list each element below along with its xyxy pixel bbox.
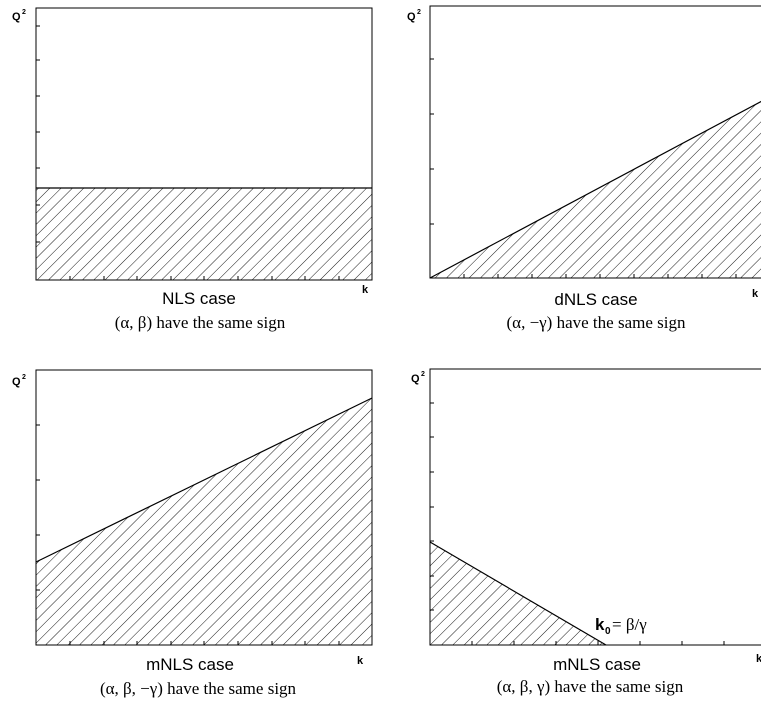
case-title: mNLS case [146,655,234,674]
k0-symbol: k [595,615,605,634]
y-axis-label: Q [12,376,21,388]
y-axis-label: Q [12,11,21,23]
shaded-region [36,398,372,645]
boundary-line [429,100,761,279]
boundary-line [429,541,607,646]
x-axis-ticks [471,641,725,645]
x-axis-ticks [69,276,340,280]
x-axis-ticks [69,641,340,645]
plot-frame [429,5,761,279]
sign-caption: (α, β) have the same sign [115,313,286,332]
y-axis-superscript: 2 [22,9,26,16]
sign-caption: (α, β, γ) have the same sign [497,677,684,696]
y-axis-ticks [36,25,40,243]
case-title: dNLS case [554,290,637,309]
panel-nls: Q 2 k NLS case (α, β) have the same sign [12,7,373,332]
x-axis-label: k [752,288,759,300]
x-axis-label: k [362,284,369,296]
panel-dnls: Q 2 k dNLS case (α, −γ) have the same si… [407,5,761,332]
y-axis-ticks [36,424,40,591]
y-axis-superscript: 2 [421,371,425,378]
boundary-line [35,397,373,563]
k0-expression: = β/γ [612,615,647,634]
y-axis-ticks [430,58,434,225]
y-axis-ticks [430,402,434,611]
case-title: mNLS case [553,655,641,674]
x-axis-label: k [756,653,761,665]
x-axis-ticks [463,274,737,278]
case-title: NLS case [162,289,236,308]
y-axis-superscript: 2 [417,9,421,16]
shaded-region [36,188,372,280]
x-axis-label: k [357,655,364,667]
panel-mnls-b: Q 2 k k 0 = β/γ mNLS case (α, β, γ) have… [411,368,761,696]
y-axis-label: Q [407,11,416,23]
y-axis-label: Q [411,373,420,385]
k0-subscript: 0 [605,626,611,637]
k0-annotation: k 0 = β/γ [595,615,647,637]
sign-caption: (α, β, −γ) have the same sign [100,679,297,698]
panel-mnls-a: Q 2 k mNLS case (α, β, −γ) have the same… [12,369,373,698]
y-axis-superscript: 2 [22,374,26,381]
sign-caption: (α, −γ) have the same sign [507,313,686,332]
